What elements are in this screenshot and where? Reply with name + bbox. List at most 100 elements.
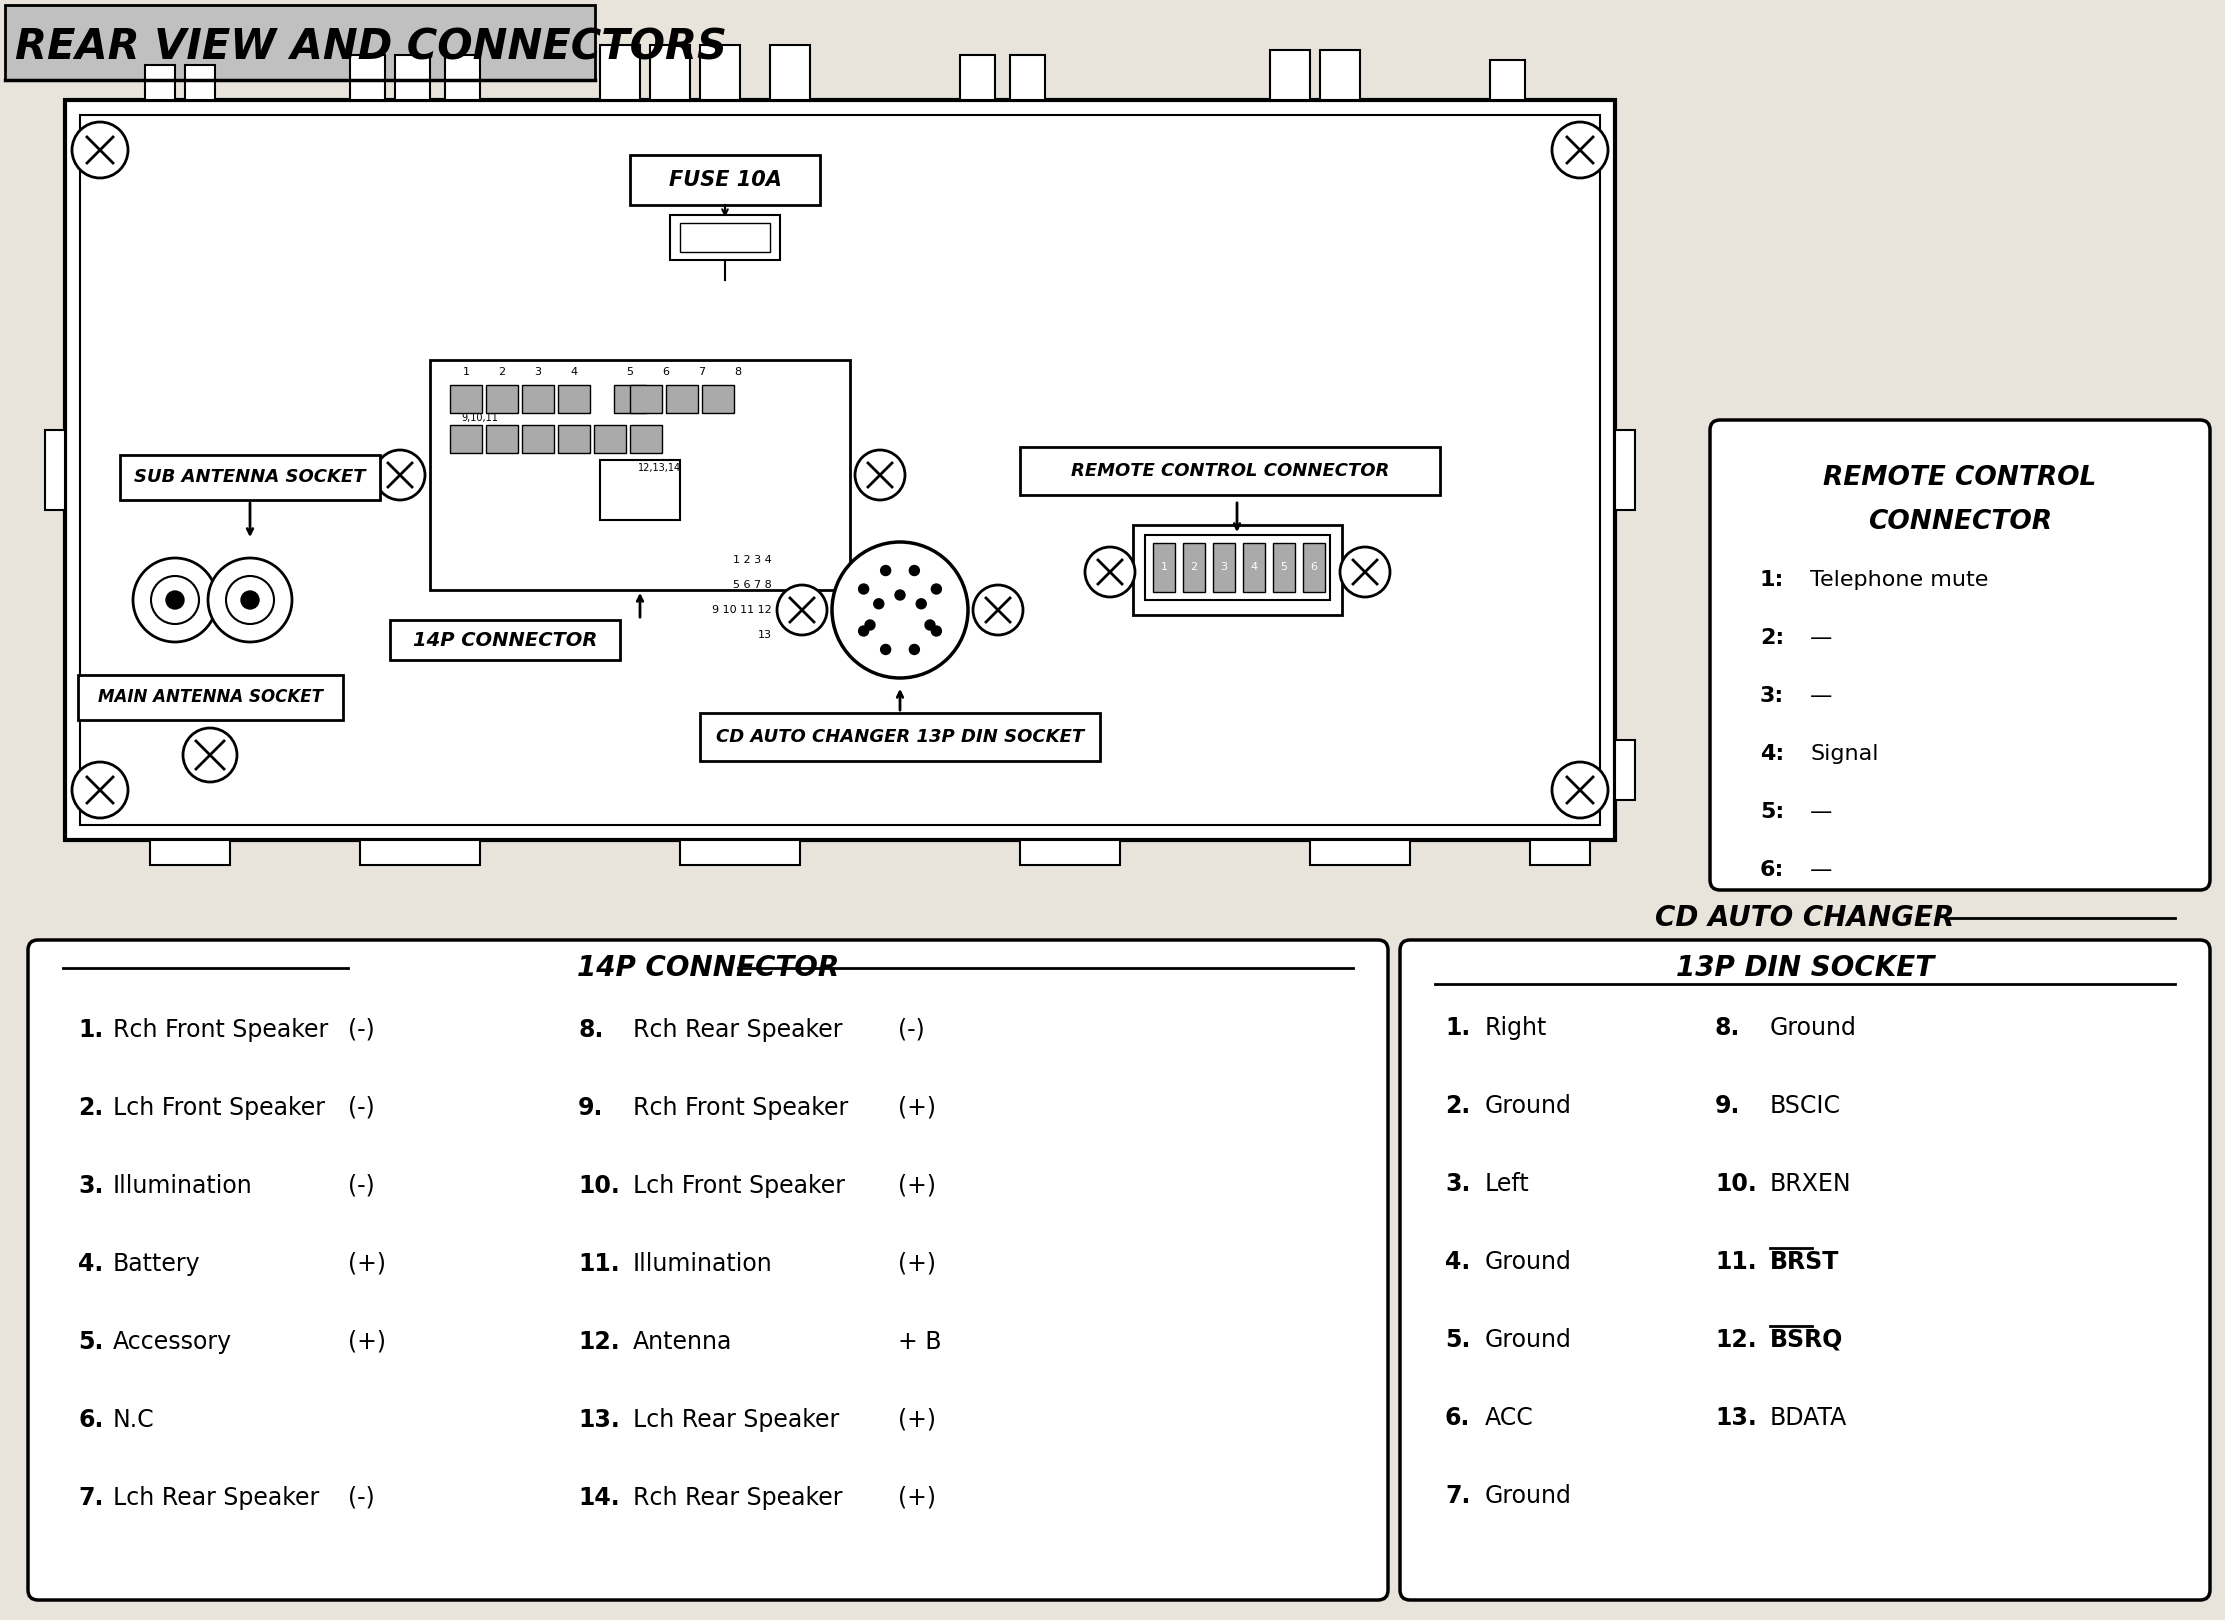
Bar	[1244, 543, 1266, 591]
Text: 9,10,11: 9,10,11	[461, 413, 498, 423]
FancyBboxPatch shape	[29, 940, 1388, 1601]
Bar	[650, 45, 690, 100]
Text: 11.: 11.	[578, 1252, 619, 1277]
Text: 3: 3	[534, 368, 541, 377]
Text: 5: 5	[1282, 562, 1288, 572]
Text: ACC: ACC	[1484, 1406, 1533, 1430]
Circle shape	[207, 557, 291, 642]
Text: Rch Rear Speaker: Rch Rear Speaker	[632, 1017, 843, 1042]
Bar	[630, 386, 663, 413]
Text: Left: Left	[1484, 1171, 1531, 1196]
Text: REAR VIEW AND CONNECTORS: REAR VIEW AND CONNECTORS	[16, 28, 728, 70]
Circle shape	[859, 583, 868, 595]
Bar	[449, 386, 483, 413]
Text: FUSE 10A: FUSE 10A	[668, 170, 781, 190]
Text: CD AUTO CHANGER 13P DIN SOCKET: CD AUTO CHANGER 13P DIN SOCKET	[716, 727, 1084, 745]
Text: 10.: 10.	[578, 1174, 621, 1199]
Text: (+): (+)	[347, 1330, 385, 1354]
Circle shape	[881, 565, 890, 575]
Text: 5 6 7 8: 5 6 7 8	[734, 580, 772, 590]
Text: 11.: 11.	[1715, 1251, 1756, 1273]
Text: 5:: 5:	[1760, 802, 1784, 821]
Text: BRST: BRST	[1771, 1251, 1840, 1273]
Bar	[601, 460, 681, 520]
Text: 1.: 1.	[78, 1017, 102, 1042]
Bar	[44, 429, 65, 510]
Bar	[80, 115, 1600, 825]
Bar	[630, 156, 821, 206]
Circle shape	[859, 625, 868, 637]
Text: 8.: 8.	[578, 1017, 603, 1042]
Bar	[1019, 841, 1119, 865]
Text: Lch Rear Speaker: Lch Rear Speaker	[113, 1486, 318, 1510]
Text: Ground: Ground	[1484, 1094, 1571, 1118]
Bar	[1019, 447, 1440, 496]
Text: 3:: 3:	[1760, 685, 1784, 706]
Text: 1:: 1:	[1760, 570, 1784, 590]
Bar	[1615, 740, 1635, 800]
Circle shape	[917, 599, 926, 609]
Bar	[1153, 543, 1175, 591]
Circle shape	[134, 557, 218, 642]
Circle shape	[972, 585, 1024, 635]
Text: —: —	[1809, 802, 1833, 821]
Text: Telephone mute: Telephone mute	[1809, 570, 1989, 590]
Bar	[523, 386, 554, 413]
Text: 9.: 9.	[578, 1097, 603, 1119]
Bar	[523, 424, 554, 454]
Text: 4.: 4.	[78, 1252, 102, 1277]
Text: Signal: Signal	[1809, 744, 1878, 765]
Bar	[558, 424, 590, 454]
Bar	[1273, 543, 1295, 591]
Text: —: —	[1809, 860, 1833, 880]
Circle shape	[1553, 761, 1609, 818]
Text: Antenna: Antenna	[632, 1330, 732, 1354]
Bar	[594, 424, 625, 454]
Text: 2:: 2:	[1760, 629, 1784, 648]
Text: 13.: 13.	[1715, 1406, 1758, 1430]
Text: (-): (-)	[347, 1017, 374, 1042]
Text: (-): (-)	[899, 1017, 926, 1042]
Bar	[1270, 50, 1311, 100]
Text: 7.: 7.	[78, 1486, 102, 1510]
Text: 6: 6	[663, 368, 670, 377]
Text: Rch Rear Speaker: Rch Rear Speaker	[632, 1486, 843, 1510]
Bar	[614, 386, 645, 413]
Text: 2.: 2.	[1444, 1094, 1471, 1118]
Text: 7: 7	[699, 368, 705, 377]
Circle shape	[1553, 122, 1609, 178]
Text: Ground: Ground	[1484, 1328, 1571, 1353]
Text: 5.: 5.	[1444, 1328, 1471, 1353]
Text: 9.: 9.	[1715, 1094, 1740, 1118]
Text: REMOTE CONTROL CONNECTOR: REMOTE CONTROL CONNECTOR	[1070, 462, 1388, 480]
Text: 3.: 3.	[78, 1174, 102, 1199]
Text: 7.: 7.	[1444, 1484, 1471, 1508]
Text: 4:: 4:	[1760, 744, 1784, 765]
Bar	[445, 55, 481, 100]
Text: 2: 2	[1190, 562, 1197, 572]
Circle shape	[777, 585, 828, 635]
Text: Right: Right	[1484, 1016, 1546, 1040]
Bar	[1311, 841, 1411, 865]
Text: BRXEN: BRXEN	[1771, 1171, 1851, 1196]
Text: Accessory: Accessory	[113, 1330, 231, 1354]
Bar	[670, 215, 781, 259]
Text: 12.: 12.	[1715, 1328, 1756, 1353]
Bar	[485, 386, 518, 413]
Text: 10.: 10.	[1715, 1171, 1758, 1196]
Text: Lch Front Speaker: Lch Front Speaker	[113, 1097, 325, 1119]
Text: 1: 1	[463, 368, 469, 377]
Text: (+): (+)	[899, 1174, 937, 1199]
Circle shape	[182, 727, 238, 782]
Circle shape	[932, 583, 941, 595]
Text: (+): (+)	[899, 1252, 937, 1277]
Bar	[65, 100, 1615, 841]
Circle shape	[832, 543, 968, 679]
Circle shape	[874, 599, 883, 609]
Circle shape	[932, 625, 941, 637]
Circle shape	[151, 577, 198, 624]
Circle shape	[227, 577, 274, 624]
Bar	[701, 713, 1099, 761]
Bar	[360, 841, 481, 865]
Circle shape	[71, 122, 129, 178]
